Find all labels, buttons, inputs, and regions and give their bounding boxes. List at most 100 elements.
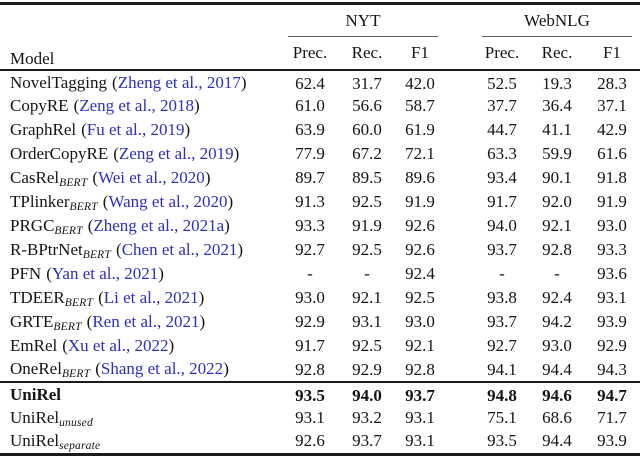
paren-open: ( — [86, 311, 93, 331]
metric-cell: 92.5 — [352, 192, 382, 211]
table-row: GraphRel (Fu et al., 2019) 63.9 60.0 61.9… — [0, 118, 640, 142]
metric-cell: 75.1 — [487, 408, 517, 427]
metric-cell: 93.1 — [295, 408, 325, 427]
column-gap — [446, 118, 474, 142]
metric-cell: 92.1 — [352, 288, 382, 307]
citation-link[interactable]: Wei et al., 2020 — [98, 167, 205, 187]
group-header-row: Model NYT WebNLG — [0, 4, 640, 68]
metric-cell: 92.9 — [352, 359, 382, 379]
metric-cell: 63.3 — [487, 144, 517, 163]
model-name: UniRel — [10, 430, 60, 450]
nyt-prec-header: Prec. — [292, 43, 328, 62]
metric-cell: 44.7 — [487, 120, 517, 139]
metric-cell: 93.7 — [487, 312, 517, 331]
paren-close: ) — [240, 73, 247, 92]
metric-cell: 28.3 — [597, 73, 627, 93]
citation-link[interactable]: Yan et al., 2021 — [51, 263, 159, 283]
citation-link[interactable]: Zeng et al., 2018 — [79, 95, 194, 115]
metric-cell: 92.1 — [542, 216, 572, 235]
model-column-header: Model — [10, 49, 55, 68]
metric-cell: 93.7 — [405, 385, 435, 405]
column-gap — [446, 262, 474, 286]
paren-close: ) — [168, 335, 175, 355]
metric-cell: 92.4 — [405, 264, 435, 283]
metric-cell: 61.6 — [597, 144, 627, 163]
metric-cell: 77.9 — [295, 144, 325, 163]
model-name: TPlinker — [10, 191, 70, 211]
model-subscript: BERT — [61, 368, 91, 380]
metric-cell: 94.0 — [352, 385, 382, 405]
paren-close: ) — [237, 239, 244, 259]
column-gap — [446, 94, 474, 118]
model-cell: TDEERBERT (Li et al., 2021) — [0, 286, 280, 310]
citation-link[interactable]: Ren et al., 2021 — [92, 311, 200, 331]
metric-cell: 37.7 — [487, 96, 517, 115]
metric-cell: 92.8 — [542, 240, 572, 259]
model-cell: PFN (Yan et al., 2021) — [0, 262, 280, 286]
metric-cell: 93.1 — [405, 408, 435, 427]
citation-link[interactable]: Zheng et al., 2017 — [117, 73, 241, 92]
unirel-rows: UniRel 93.5 94.0 93.7 94.8 94.6 94.7 Uni… — [0, 382, 640, 454]
model-name: R-BPtrNet — [10, 239, 83, 259]
model-cell: TPlinkerBERT (Wang et al., 2020) — [0, 190, 280, 214]
metric-cell: 93.3 — [295, 216, 325, 235]
column-gap — [446, 142, 474, 166]
metric-cell: 61.0 — [295, 96, 325, 115]
citation: (Zheng et al., 2017) — [112, 73, 247, 92]
paren-open: ( — [113, 143, 119, 163]
metric-cell: 93.6 — [597, 264, 627, 283]
model-cell: UniRelseparate — [0, 430, 280, 454]
model-subscript: separate — [59, 439, 101, 452]
metric-cell: 92.5 — [405, 288, 435, 307]
paren-open: ( — [92, 167, 99, 187]
citation-link[interactable]: Wang et al., 2020 — [108, 191, 228, 211]
model-cell: GRTEBERT (Ren et al., 2021) — [0, 310, 280, 334]
model-name: GRTE — [10, 311, 54, 331]
metric-cell: 94.8 — [487, 385, 517, 405]
table-row: TDEERBERT (Li et al., 2021) 93.0 92.1 92.… — [0, 286, 640, 310]
metric-cell: 58.7 — [405, 96, 435, 115]
citation-link[interactable]: Fu et al., 2019 — [86, 119, 185, 139]
model-name: NovelTagging — [10, 73, 108, 92]
webnlg-group-header: WebNLG — [474, 4, 640, 37]
citation: (Shang et al., 2022) — [95, 359, 229, 378]
metric-cell: 91.8 — [597, 168, 627, 187]
metric-cell: 92.8 — [295, 359, 325, 379]
column-gap — [446, 238, 474, 262]
paren-close: ) — [184, 119, 191, 139]
paren-close: ) — [224, 215, 230, 235]
metric-cell: 93.4 — [487, 168, 517, 187]
metric-cell: 91.9 — [352, 216, 382, 235]
metric-cell: 72.1 — [405, 144, 435, 163]
table-header: Model NYT WebNLG Prec. Rec. F1 Prec. Rec… — [0, 4, 640, 70]
citation-link[interactable]: Shang et al., 2022 — [100, 359, 224, 378]
metric-cell: 93.7 — [487, 240, 517, 259]
baseline-rows: NovelTagging (Zheng et al., 2017) 62.4 31… — [0, 70, 640, 382]
table-row-unirel-unused: UniRelunused 93.1 93.2 93.1 75.1 68.6 71… — [0, 406, 640, 430]
paren-open: ( — [98, 287, 104, 307]
table-row: OrderCopyRE (Zeng et al., 2019) 77.9 67.2… — [0, 142, 640, 166]
metric-cell: 92.9 — [295, 312, 325, 331]
metric-cell: - — [307, 264, 313, 283]
model-subscript: BERT — [64, 296, 94, 309]
paren-open: ( — [102, 191, 109, 211]
metric-cell: 92.4 — [542, 288, 572, 307]
metric-cell: 93.0 — [405, 312, 435, 331]
model-subscript: BERT — [82, 248, 112, 261]
citation-link[interactable]: Xu et al., 2022 — [67, 335, 169, 355]
model-cell: OneRelBERT (Shang et al., 2022) — [0, 358, 280, 382]
metric-cell: - — [554, 264, 560, 283]
metric-cell: 92.6 — [295, 431, 325, 451]
metric-cell: 93.3 — [597, 240, 627, 259]
citation: (Li et al., 2021) — [98, 288, 204, 307]
nyt-rec-header: Rec. — [351, 43, 383, 62]
table-row: PFN (Yan et al., 2021) - - 92.4 - - 93.6 — [0, 262, 640, 286]
citation-link[interactable]: Zheng et al., 2021a — [93, 215, 225, 235]
citation-link[interactable]: Li et al., 2021 — [103, 287, 199, 307]
citation-link[interactable]: Chen et al., 2021 — [121, 239, 238, 259]
citation-link[interactable]: Zeng et al., 2019 — [118, 143, 234, 163]
webnlg-f1-header: F1 — [603, 43, 621, 62]
citation: (Fu et al., 2019) — [81, 120, 190, 139]
column-gap — [446, 4, 474, 71]
webnlg-rec-header: Rec. — [541, 43, 573, 62]
